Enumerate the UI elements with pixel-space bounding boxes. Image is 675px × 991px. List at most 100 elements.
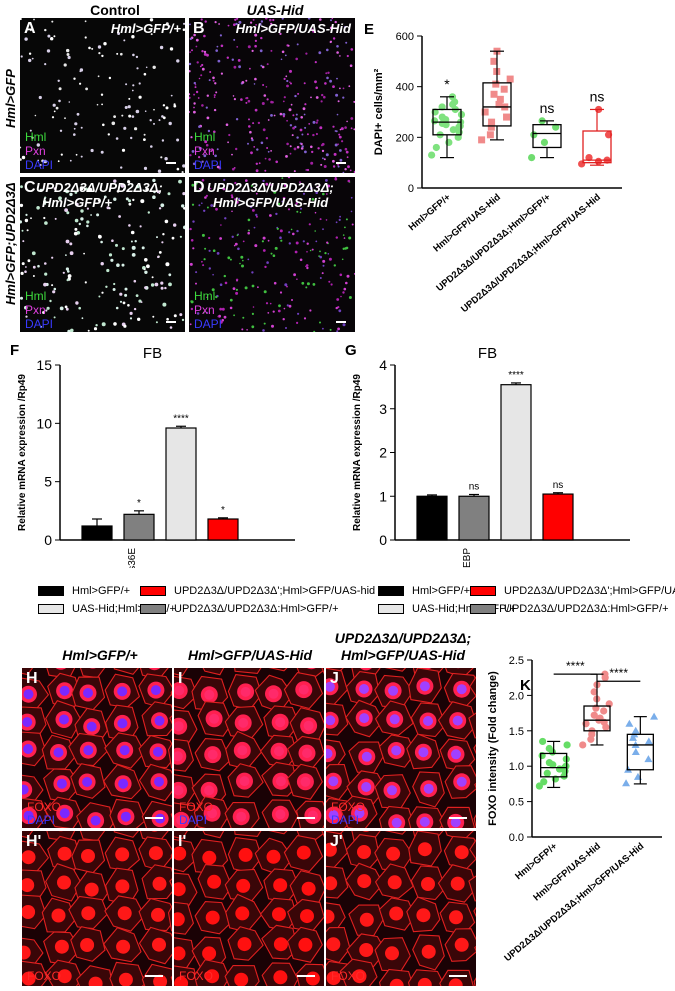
hemocyte-dot (106, 268, 110, 273)
nucleus (236, 878, 251, 893)
hemocyte-dot (141, 246, 145, 250)
hemocyte-dot (79, 82, 82, 85)
hemocyte-dot (229, 258, 232, 261)
hemocyte-dot (258, 162, 261, 165)
hemocyte-dot (289, 152, 292, 155)
hemocyte-dot (209, 187, 212, 190)
hemocyte-dot (234, 242, 238, 246)
hemocyte-dot (260, 20, 264, 23)
hemocyte-dot (241, 328, 244, 331)
hemocyte-dot (44, 63, 47, 66)
data-point (600, 707, 608, 715)
hemocyte-dot (254, 77, 257, 81)
hemocyte-dot (189, 262, 193, 266)
hemocyte-dot (330, 283, 333, 286)
hemocyte-dot (216, 252, 220, 255)
hemocyte-dot (268, 158, 271, 161)
hemocyte-dot (52, 290, 56, 294)
hemocyte-dot (339, 149, 342, 152)
hemocyte-dot (28, 58, 32, 63)
hemocyte-dot (189, 70, 191, 73)
cell-outline (169, 878, 172, 888)
hemocyte-dot (49, 299, 52, 303)
hemocyte-dot (211, 149, 214, 152)
hemocyte-dot (208, 236, 211, 240)
hemocyte-dot (191, 183, 195, 187)
hemocyte-dot (220, 224, 222, 226)
hemocyte-dot (124, 293, 128, 297)
panel-letter: E (364, 21, 374, 38)
hemocyte-dot (281, 200, 284, 203)
hemocyte-dot (350, 117, 354, 120)
hemocyte-dot (302, 240, 305, 243)
nucleus (116, 939, 131, 954)
hemocyte-dot (249, 205, 253, 208)
cell-outline (174, 831, 188, 840)
hemocyte-dot (199, 187, 201, 190)
hemocyte-dot (342, 323, 346, 327)
hemocyte-dot (198, 125, 201, 128)
hemocyte-dot (339, 273, 343, 277)
hemocyte-dot (287, 177, 291, 179)
hemocyte-dot (168, 273, 172, 277)
hemocyte-dot (288, 304, 292, 308)
hemocyte-dot (270, 252, 273, 255)
nucleus (421, 944, 436, 959)
nucleus (82, 777, 93, 787)
data-point (506, 75, 514, 83)
nucleus (176, 815, 187, 826)
data-point (631, 748, 640, 756)
hemocyte-dot (134, 127, 138, 131)
hemocyte-dot (345, 41, 348, 44)
hemocyte-dot (334, 177, 338, 181)
hemocyte-dot (20, 146, 22, 149)
hemocyte-dot (210, 204, 214, 207)
nucleus (423, 716, 433, 726)
hemocyte-dot (324, 252, 327, 255)
hemocyte-dot (229, 298, 233, 302)
hemocyte-dot (24, 218, 29, 223)
hemocyte-dot (194, 83, 197, 86)
nucleus (202, 946, 217, 961)
hemocyte-dot (198, 190, 200, 193)
hemocyte-dot (69, 251, 74, 256)
hemocyte-dot (320, 100, 323, 103)
hemocyte-dot (254, 244, 258, 248)
hemocyte-dot (326, 241, 329, 244)
hemocyte-dot (20, 296, 23, 300)
hemocyte-dot (241, 81, 245, 84)
hemocyte-dot (307, 18, 311, 20)
micrograph-texture (20, 178, 185, 332)
nucleus-ring (55, 668, 67, 670)
hemocyte-dot (288, 242, 291, 245)
hemocyte-dot (233, 38, 236, 41)
nucleus (326, 937, 341, 952)
hemocyte-dot (31, 136, 34, 139)
nucleus (202, 850, 217, 865)
hemocyte-dot (321, 149, 325, 153)
data-point (631, 726, 640, 734)
nucleus (22, 945, 31, 960)
hemocyte-dot (266, 98, 269, 101)
hemocyte-dot (69, 159, 72, 162)
hemocyte-dot (288, 108, 292, 112)
cell-outline (167, 742, 172, 769)
hemocyte-dot (80, 126, 83, 129)
hemocyte-dot (64, 208, 68, 212)
stain-dapi-a: DAPI (25, 158, 54, 172)
hemocyte-dot (103, 195, 107, 199)
hemocyte-dot (36, 143, 40, 147)
hemocyte-dot (67, 274, 72, 278)
hemocyte-dot (84, 36, 87, 39)
hemocyte-dot (190, 300, 193, 303)
hemocyte-dot (198, 156, 201, 159)
nucleus (238, 717, 249, 728)
hemocyte-dot (322, 228, 324, 231)
hemocyte-dot (158, 119, 161, 122)
nucleus (22, 971, 36, 986)
nucleus (234, 972, 249, 986)
hemocyte-dot (226, 56, 229, 59)
hemocyte-dot (339, 215, 341, 218)
cell-outline (473, 743, 476, 755)
hemocyte-dot (240, 255, 244, 259)
